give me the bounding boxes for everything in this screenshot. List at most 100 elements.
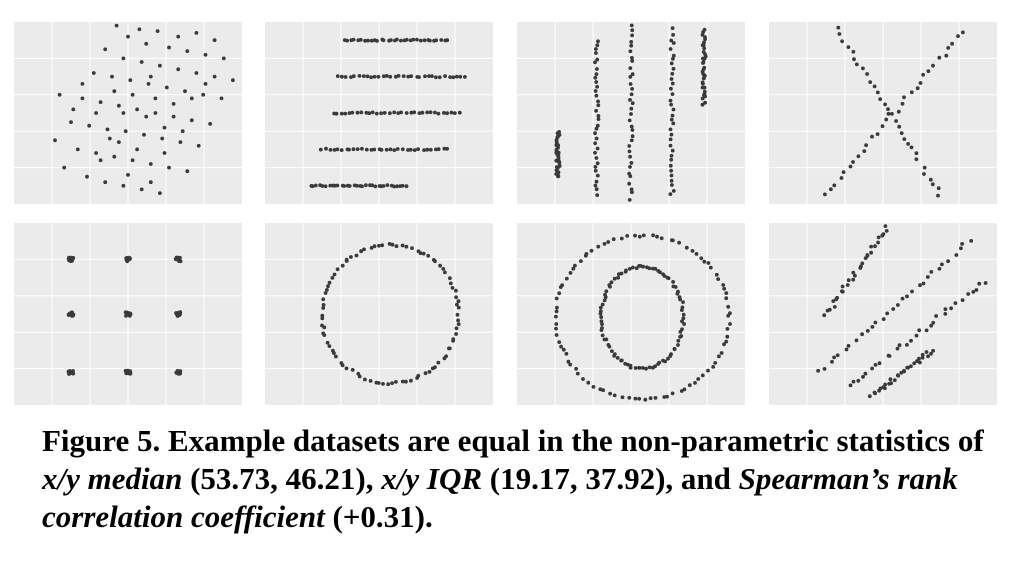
- data-point: [404, 244, 409, 249]
- data-point: [455, 312, 460, 317]
- data-point: [401, 74, 406, 78]
- data-point: [885, 311, 890, 316]
- data-point: [628, 66, 633, 70]
- data-point: [603, 295, 608, 300]
- data-point: [376, 381, 381, 385]
- data-point: [602, 242, 607, 246]
- data-point: [324, 146, 328, 151]
- data-point: [75, 147, 80, 152]
- data-point: [176, 67, 181, 72]
- data-point: [121, 183, 126, 188]
- data-point: [340, 263, 345, 268]
- scatter-panel-2: [265, 22, 493, 204]
- data-point: [659, 236, 664, 241]
- spearman-value: (+0.31).: [324, 499, 433, 534]
- data-point: [358, 37, 363, 42]
- data-point: [364, 183, 368, 188]
- data-point: [668, 163, 673, 168]
- data-point: [615, 356, 620, 360]
- data-point: [359, 110, 364, 115]
- data-point: [449, 110, 454, 115]
- data-point: [669, 178, 674, 183]
- data-point: [126, 34, 130, 39]
- data-point: [859, 264, 863, 269]
- data-point: [155, 29, 160, 33]
- data-point: [114, 23, 119, 28]
- data-point: [629, 23, 634, 28]
- data-point: [628, 49, 633, 54]
- data-point: [612, 354, 617, 358]
- data-point: [665, 394, 669, 399]
- data-point: [627, 171, 632, 176]
- data-point: [860, 332, 864, 337]
- data-point: [354, 253, 359, 258]
- data-point: [671, 280, 675, 284]
- data-point: [875, 132, 880, 137]
- data-point: [722, 342, 726, 347]
- data-point: [651, 233, 655, 238]
- data-point: [457, 110, 462, 115]
- data-point: [442, 111, 446, 115]
- data-point: [628, 165, 632, 169]
- median-values: (53.73, 46.21),: [182, 461, 382, 496]
- data-point: [867, 394, 872, 399]
- data-point: [325, 288, 329, 292]
- data-point: [954, 253, 959, 257]
- data-point: [681, 300, 685, 304]
- data-point: [894, 119, 898, 123]
- data-point: [863, 371, 868, 376]
- data-point: [362, 247, 366, 252]
- data-point: [568, 271, 573, 275]
- data-point: [943, 312, 948, 316]
- data-point: [396, 74, 401, 78]
- data-point: [400, 147, 405, 152]
- data-point: [822, 313, 827, 318]
- data-point: [463, 75, 467, 79]
- data-point: [94, 111, 98, 115]
- data-point: [360, 184, 364, 189]
- data-point: [350, 110, 355, 115]
- data-point: [417, 75, 421, 79]
- data-point: [117, 140, 121, 145]
- data-point: [630, 101, 635, 106]
- data-point: [377, 243, 381, 248]
- data-point: [142, 132, 146, 137]
- data-point: [365, 74, 370, 79]
- data-point: [630, 72, 635, 77]
- data-point: [53, 138, 57, 143]
- data-point: [422, 38, 427, 43]
- data-point: [701, 60, 706, 65]
- data-point: [379, 148, 384, 152]
- data-point: [412, 110, 417, 115]
- data-point: [921, 72, 925, 77]
- data-point: [676, 343, 680, 347]
- data-point: [924, 350, 929, 354]
- data-point: [344, 259, 349, 263]
- data-point: [456, 318, 460, 323]
- data-point: [645, 265, 649, 270]
- data-point: [593, 168, 598, 173]
- data-point: [595, 67, 599, 71]
- data-point: [357, 74, 362, 78]
- data-point: [931, 63, 935, 68]
- data-point: [883, 386, 887, 391]
- data-point: [454, 74, 459, 79]
- data-point: [158, 191, 162, 196]
- data-point: [944, 53, 949, 58]
- data-point: [823, 192, 827, 197]
- data-point: [670, 148, 675, 153]
- data-point: [382, 111, 387, 115]
- data-point: [966, 292, 971, 296]
- data-point: [593, 183, 598, 188]
- data-point: [372, 147, 377, 152]
- data-point: [416, 147, 420, 152]
- scatter-panel-7: [517, 223, 745, 405]
- data-point: [162, 151, 167, 155]
- data-point: [128, 78, 133, 83]
- data-point: [946, 46, 951, 50]
- data-point: [816, 368, 820, 373]
- data-point: [351, 37, 356, 42]
- data-point: [135, 107, 140, 112]
- data-point: [322, 333, 327, 337]
- scatter-panel-4: [769, 22, 997, 204]
